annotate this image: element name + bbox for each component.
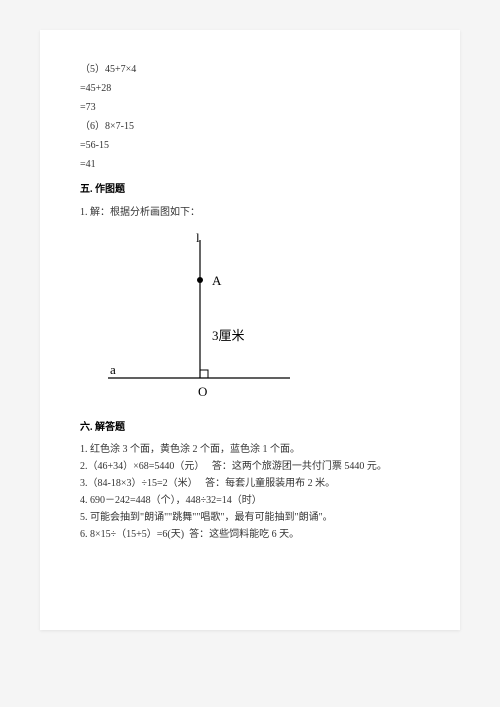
geometry-diagram: l A 3厘米 a O <box>100 230 420 410</box>
section-6-title: 六. 解答题 <box>80 418 420 437</box>
svg-text:a: a <box>110 362 116 377</box>
svg-text:3厘米: 3厘米 <box>212 328 245 343</box>
calc-line: =56-15 <box>80 136 420 155</box>
calc-line: （6）8×7-15 <box>80 117 420 136</box>
answer-item: 3.（84-18×3）÷15=2（米） 答：每套儿童服装用布 2 米。 <box>80 475 420 492</box>
section-5-prompt: 1. 解：根据分析画图如下： <box>80 203 420 222</box>
answer-item: 1. 红色涂 3 个面，黄色涂 2 个面，蓝色涂 1 个面。 <box>80 441 420 458</box>
svg-text:l: l <box>196 230 200 245</box>
calc-line: =73 <box>80 98 420 117</box>
answer-item: 4. 690－242=448（个），448÷32=14（时） <box>80 492 420 509</box>
calc-line: =45+28 <box>80 79 420 98</box>
document-page: （5）45+7×4 =45+28 =73 （6）8×7-15 =56-15 =4… <box>40 30 460 630</box>
section-5-title: 五. 作图题 <box>80 180 420 199</box>
answer-item: 2.（46+34）×68=5440（元） 答：这两个旅游团一共付门票 5440 … <box>80 458 420 475</box>
calc-line: （5）45+7×4 <box>80 60 420 79</box>
answer-list: 1. 红色涂 3 个面，黄色涂 2 个面，蓝色涂 1 个面。 2.（46+34）… <box>80 441 420 543</box>
answer-item: 5. 可能会抽到"朗诵""跳舞""唱歌"，最有可能抽到"朗诵"。 <box>80 509 420 526</box>
svg-text:A: A <box>212 273 222 288</box>
calc-line: =41 <box>80 155 420 174</box>
svg-text:O: O <box>198 384 207 399</box>
answer-item: 6. 8×15÷（15+5）=6(天) 答：这些饲料能吃 6 天。 <box>80 526 420 543</box>
diagram-svg: l A 3厘米 a O <box>100 230 300 410</box>
